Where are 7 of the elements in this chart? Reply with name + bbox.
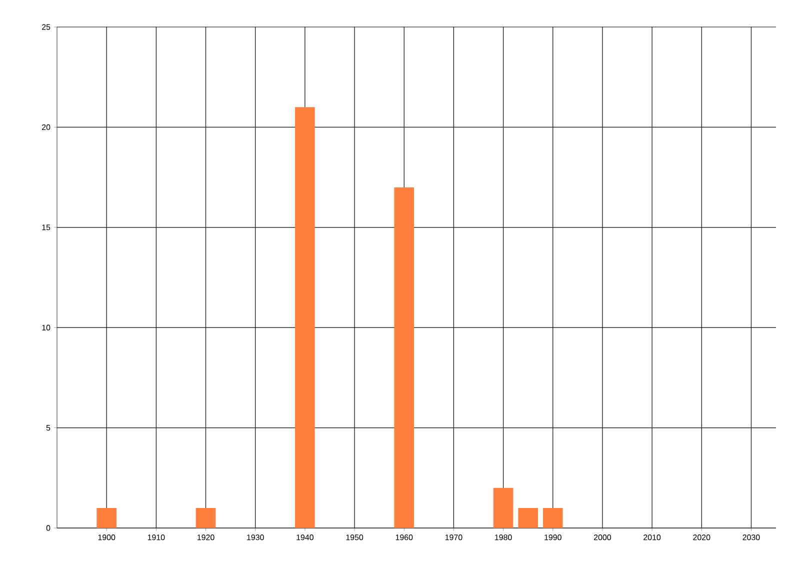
bar bbox=[96, 508, 117, 528]
bar bbox=[518, 508, 538, 528]
bar bbox=[196, 508, 216, 528]
bar bbox=[542, 508, 563, 528]
bar bbox=[493, 488, 514, 528]
bar bbox=[394, 187, 414, 528]
bar bbox=[295, 107, 315, 528]
